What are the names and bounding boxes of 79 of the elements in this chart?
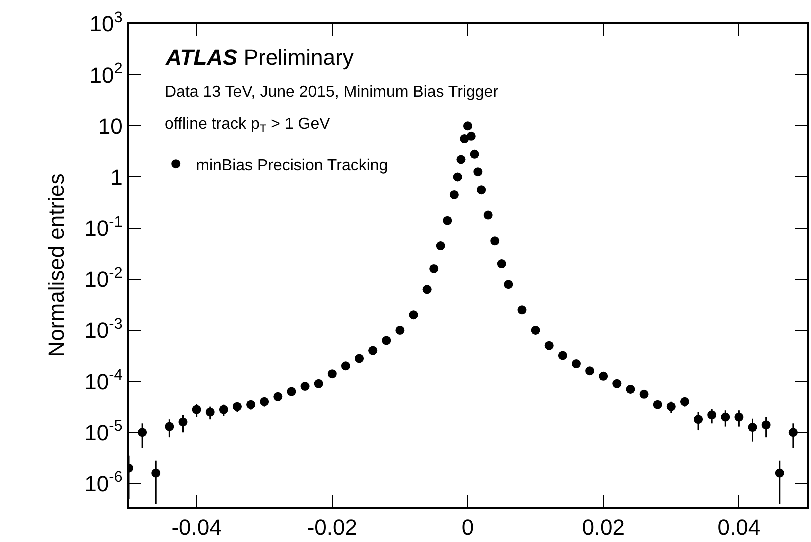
point bbox=[450, 190, 459, 200]
y-tick-label: 10$^{-1}$ bbox=[84, 214, 123, 242]
point bbox=[544, 341, 554, 350]
point bbox=[232, 402, 242, 412]
legend-label: minBias Precision Tracking bbox=[196, 157, 388, 174]
point bbox=[246, 400, 256, 410]
point bbox=[178, 418, 188, 427]
point bbox=[192, 405, 202, 414]
point bbox=[612, 379, 622, 388]
point bbox=[721, 412, 730, 422]
point bbox=[734, 412, 744, 422]
x-tick-label: 0.02 bbox=[582, 515, 626, 540]
y-tick-label: 10$^{-5}$ bbox=[84, 418, 123, 446]
point bbox=[748, 423, 758, 432]
point bbox=[497, 260, 506, 269]
point bbox=[626, 384, 636, 394]
point bbox=[355, 354, 364, 364]
x-tick-label: 0.04 bbox=[718, 515, 761, 540]
point bbox=[788, 428, 798, 438]
y-tick-label: 10$^{-6}$ bbox=[84, 469, 123, 496]
point bbox=[640, 390, 649, 399]
point bbox=[490, 236, 500, 246]
point bbox=[430, 264, 439, 274]
annotation: offline track p$_{T}$ > 1 GeV bbox=[165, 116, 331, 136]
point bbox=[466, 132, 476, 141]
point bbox=[206, 408, 215, 417]
point bbox=[453, 172, 462, 182]
point bbox=[680, 397, 690, 406]
annotation: ATLAS Preliminary bbox=[165, 45, 354, 70]
x-tick-label: -0.02 bbox=[307, 515, 358, 540]
point bbox=[422, 285, 432, 294]
y-tick-label: 10 bbox=[98, 114, 123, 139]
point bbox=[504, 280, 514, 290]
point bbox=[443, 216, 452, 226]
point bbox=[586, 366, 595, 376]
point bbox=[328, 370, 337, 379]
point bbox=[260, 397, 270, 406]
point bbox=[666, 402, 676, 412]
point bbox=[341, 362, 350, 371]
point bbox=[436, 242, 446, 251]
point bbox=[464, 122, 472, 131]
point bbox=[572, 360, 581, 369]
point bbox=[762, 420, 771, 430]
point bbox=[138, 428, 148, 438]
point bbox=[314, 379, 324, 388]
point bbox=[558, 351, 568, 360]
annotation: Data 13 TeV, June 2015, Minimum Bias Trigger bbox=[165, 84, 500, 101]
x-tick-label: -0.04 bbox=[172, 515, 222, 540]
point bbox=[287, 387, 296, 396]
point bbox=[382, 336, 392, 346]
y-tick-label: 1 bbox=[110, 164, 123, 190]
y-axis-title: Normalised entries bbox=[44, 174, 69, 358]
point bbox=[484, 210, 493, 220]
point bbox=[531, 326, 540, 335]
point bbox=[474, 168, 483, 177]
y-tick-label: 10$^{-2}$ bbox=[84, 264, 123, 292]
point bbox=[775, 468, 784, 478]
y-tick-label: 10$^{-3}$ bbox=[84, 316, 123, 344]
point bbox=[396, 326, 405, 335]
point bbox=[460, 134, 470, 144]
point bbox=[300, 382, 310, 391]
point bbox=[165, 422, 174, 432]
y-tick-label: 10$^{3}$ bbox=[90, 9, 123, 37]
y-tick-label: 10$^{2}$ bbox=[90, 60, 123, 88]
point bbox=[470, 150, 480, 159]
point bbox=[477, 186, 486, 195]
x-tick-label: 0 bbox=[462, 515, 474, 540]
point bbox=[152, 468, 161, 478]
point bbox=[368, 346, 378, 356]
point bbox=[708, 410, 717, 420]
point bbox=[219, 405, 228, 414]
point bbox=[518, 306, 527, 315]
point bbox=[274, 392, 283, 402]
point bbox=[456, 155, 466, 164]
point bbox=[694, 415, 704, 424]
y-tick-label: 10$^{-4}$ bbox=[84, 367, 124, 394]
point bbox=[409, 310, 418, 320]
point bbox=[599, 372, 608, 381]
point bbox=[653, 400, 662, 410]
